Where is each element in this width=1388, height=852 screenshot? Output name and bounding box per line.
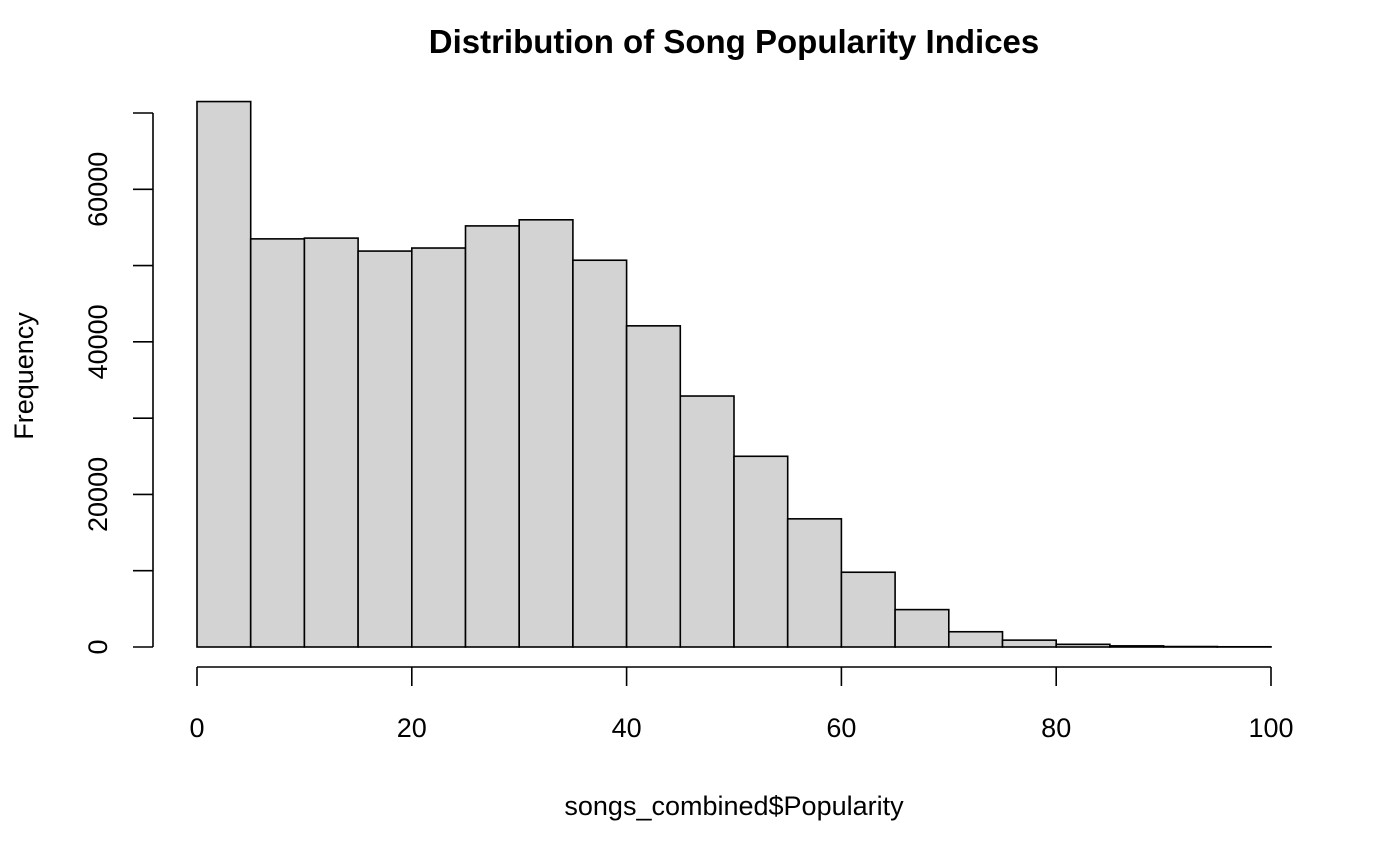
chart-title: Distribution of Song Popularity Indices xyxy=(429,23,1040,60)
x-tick-label-1: 20 xyxy=(397,713,427,743)
y-axis: 0 20000 40000 60000 xyxy=(83,112,154,655)
histogram-bar-7 xyxy=(572,259,628,648)
x-axis-label: songs_combined$Popularity xyxy=(564,791,904,821)
histogram-bar-12 xyxy=(840,571,896,648)
histogram-bar-11 xyxy=(786,518,843,648)
y-tick-label-6: 60000 xyxy=(83,152,113,227)
y-axis-label: Frequency xyxy=(9,312,39,440)
histogram-bar-2 xyxy=(303,237,359,648)
histogram-bar-1 xyxy=(249,238,306,648)
histogram-bar-13 xyxy=(894,608,950,648)
x-axis: 0 20 40 60 80 100 xyxy=(189,666,1294,743)
x-tick-label-2: 40 xyxy=(612,713,642,743)
histogram-bar-14 xyxy=(947,630,1004,648)
histogram-bar-3 xyxy=(357,250,413,648)
histogram-bar-15 xyxy=(1001,639,1058,648)
histogram-bar-0 xyxy=(196,100,252,648)
x-tick-label-5: 100 xyxy=(1248,713,1293,743)
histogram-bar-8 xyxy=(625,325,682,648)
x-tick-label-0: 0 xyxy=(189,713,204,743)
histogram-bar-17 xyxy=(1109,645,1165,648)
histogram-bar-9 xyxy=(679,395,735,648)
y-tick-label-0: 0 xyxy=(83,639,113,654)
histogram-bar-5 xyxy=(464,225,521,648)
histogram-bar-10 xyxy=(733,455,789,648)
histogram-bar-6 xyxy=(518,219,574,648)
bars-group xyxy=(196,100,1272,648)
y-tick-label-2: 20000 xyxy=(83,457,113,532)
x-tick-label-3: 60 xyxy=(826,713,856,743)
y-tick-label-4: 40000 xyxy=(83,304,113,379)
x-tick-label-4: 80 xyxy=(1041,713,1071,743)
histogram-bar-16 xyxy=(1055,643,1111,648)
histogram-bar-4 xyxy=(410,247,467,648)
